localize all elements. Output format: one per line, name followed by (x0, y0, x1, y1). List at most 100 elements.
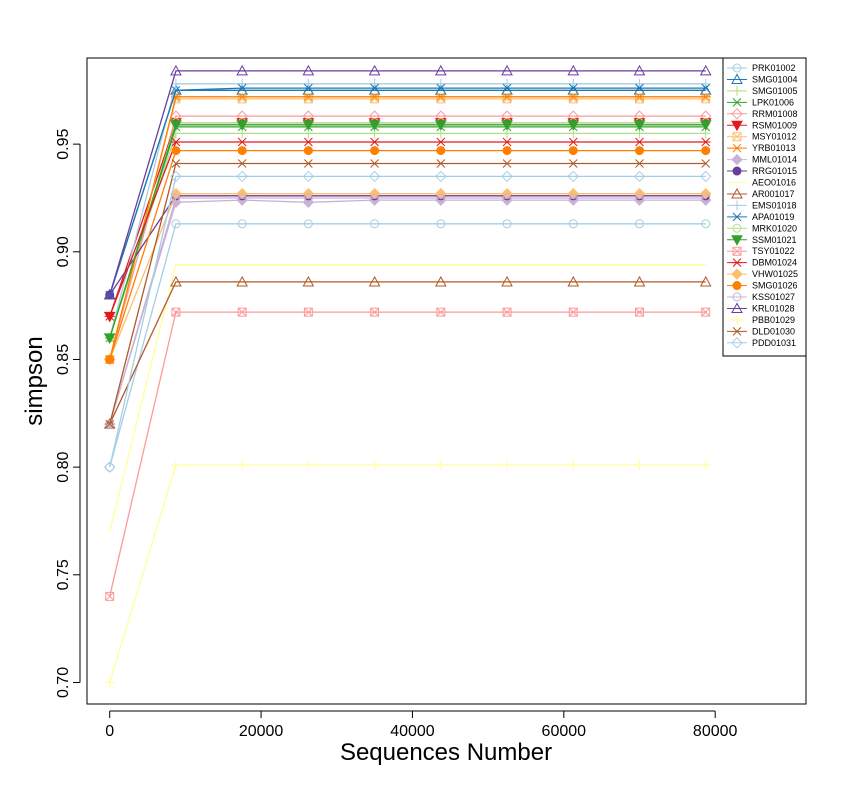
legend-swatch-marker (732, 97, 742, 107)
series-KRL01028 (103, 64, 712, 300)
legend-swatch-marker (732, 314, 742, 325)
series-line (109, 87, 706, 296)
series-line (109, 115, 706, 360)
legend-swatch-marker (732, 143, 742, 153)
legend-label: DLD01030 (752, 326, 795, 336)
legend-label: SMG01004 (752, 74, 798, 84)
series-RRM01008 (104, 110, 712, 366)
legend-label: DBM01024 (752, 258, 797, 268)
data-point (701, 307, 711, 317)
data-point (567, 170, 579, 183)
legend-entry: MSY01012 (727, 132, 797, 142)
data-point (435, 78, 446, 89)
data-point (634, 92, 645, 102)
data-point (633, 64, 646, 76)
data-point (501, 275, 513, 287)
legend-label: KRL01028 (752, 303, 795, 313)
data-point (303, 219, 313, 229)
data-point (170, 275, 182, 287)
data-point (170, 459, 181, 470)
legend-swatch-marker (731, 108, 743, 120)
data-point (236, 170, 248, 183)
legend-entry: KSS01027 (727, 292, 795, 302)
x-tick-label: 40000 (390, 723, 435, 740)
data-point (170, 120, 182, 131)
data-point (302, 170, 315, 183)
data-point (370, 159, 379, 168)
legend-entry: TSY01022 (727, 246, 795, 256)
y-tick-label: 0.95 (55, 128, 72, 159)
series-EMS01018 (104, 78, 711, 343)
data-point (370, 83, 379, 93)
data-point (634, 307, 644, 317)
data-point (501, 64, 513, 76)
legend-label: MSY01012 (752, 132, 797, 142)
data-point (502, 307, 512, 317)
data-point (105, 354, 115, 364)
legend-swatch-marker (731, 73, 743, 84)
data-point (237, 146, 247, 156)
data-point (435, 170, 447, 183)
data-point (634, 137, 645, 147)
data-point (568, 146, 578, 156)
data-point (369, 137, 380, 147)
data-point (171, 307, 181, 317)
data-point (170, 64, 182, 76)
data-point (171, 159, 181, 168)
series-line (109, 126, 706, 339)
data-point (700, 92, 711, 102)
data-point (634, 459, 645, 470)
data-point (502, 459, 513, 470)
data-point (568, 159, 578, 168)
data-point (633, 170, 646, 183)
data-point (633, 120, 646, 131)
data-point (237, 159, 247, 168)
series-AR001017 (103, 275, 712, 429)
legend-swatch-marker (732, 258, 742, 268)
data-point (304, 159, 313, 168)
y-tick-label: 0.90 (55, 236, 72, 267)
data-point (303, 146, 313, 156)
series-line (109, 193, 706, 360)
legend-swatch-marker (731, 302, 743, 313)
x-tick-label: 20000 (239, 723, 284, 740)
series-line (109, 199, 706, 425)
data-point (369, 92, 380, 102)
legend-swatch-marker (731, 120, 743, 132)
series-line (109, 175, 706, 468)
data-point (502, 159, 512, 168)
data-point (567, 84, 580, 95)
legend-swatch-marker (732, 63, 742, 73)
data-point (502, 78, 513, 89)
y-tick-label: 0.75 (55, 559, 72, 590)
legend-entry: EMS01018 (727, 200, 797, 211)
data-point (436, 219, 446, 229)
data-point (237, 78, 248, 89)
series-MSY01012 (105, 94, 711, 364)
legend-swatch-marker (731, 187, 743, 199)
series-line (109, 121, 706, 317)
legend-entry: AR001017 (727, 187, 795, 199)
series-line (109, 98, 706, 360)
data-point (237, 83, 247, 93)
series-line (109, 197, 706, 425)
legend-label: EMS01018 (752, 200, 797, 210)
data-point (568, 459, 579, 470)
legend-entry: MML01014 (727, 153, 797, 166)
legend-swatch-marker (731, 337, 743, 349)
data-point (502, 83, 512, 93)
legend-label: RRG01015 (752, 166, 797, 176)
data-point (700, 170, 712, 183)
legend-entry: VHW01025 (727, 268, 798, 280)
legend-label: SMG01005 (752, 86, 798, 96)
series-line (109, 132, 706, 339)
data-point (633, 84, 646, 95)
series-line (109, 70, 706, 296)
data-point (103, 288, 116, 300)
series-line (109, 89, 706, 296)
data-point (635, 83, 644, 93)
series-line (109, 141, 706, 317)
data-point (568, 137, 579, 147)
data-point (568, 78, 579, 89)
